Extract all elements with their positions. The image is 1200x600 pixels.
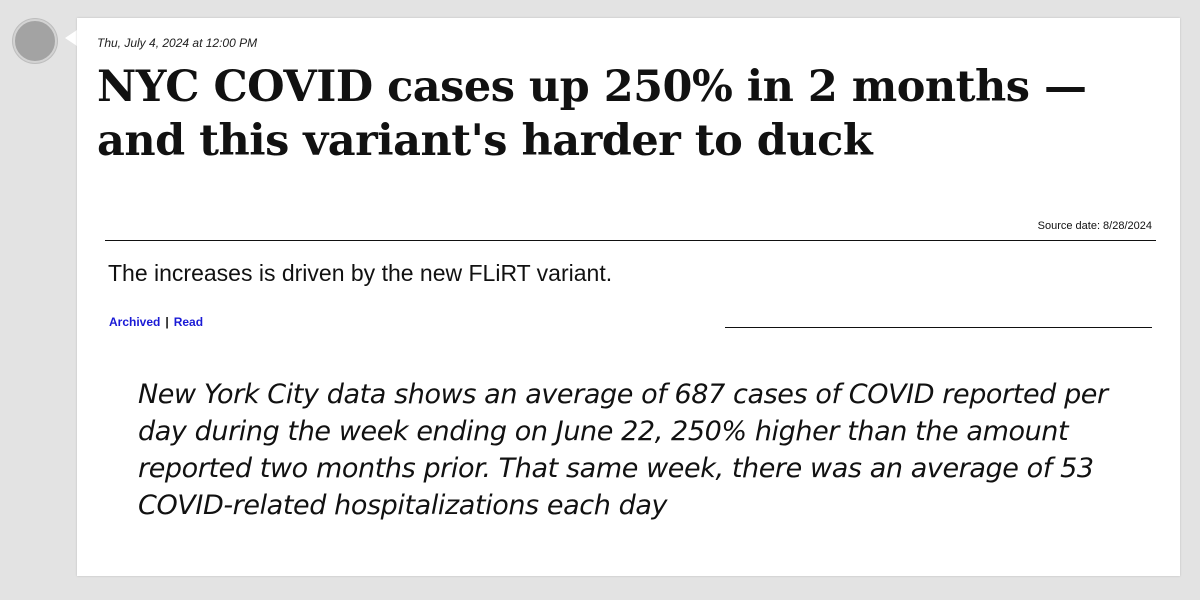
post-headline: NYC COVID cases up 250% in 2 months — an… (97, 62, 1087, 166)
divider-top (105, 240, 1156, 241)
link-separator: | (165, 315, 169, 329)
post-links: Archived | Read (109, 315, 203, 329)
post-summary: The increases is driven by the new FLiRT… (108, 260, 613, 286)
avatar[interactable] (13, 19, 57, 63)
post-timestamp: Thu, July 4, 2024 at 12:00 PM (97, 36, 258, 50)
archived-link[interactable]: Archived (109, 315, 161, 329)
post-card: Thu, July 4, 2024 at 12:00 PM NYC COVID … (77, 18, 1180, 576)
post-quote: New York City data shows an average of 6… (138, 379, 1108, 521)
card-pointer (65, 30, 77, 46)
source-date: Source date: 8/28/2024 (1037, 220, 1152, 232)
divider-links (725, 327, 1152, 328)
read-link[interactable]: Read (173, 315, 204, 329)
